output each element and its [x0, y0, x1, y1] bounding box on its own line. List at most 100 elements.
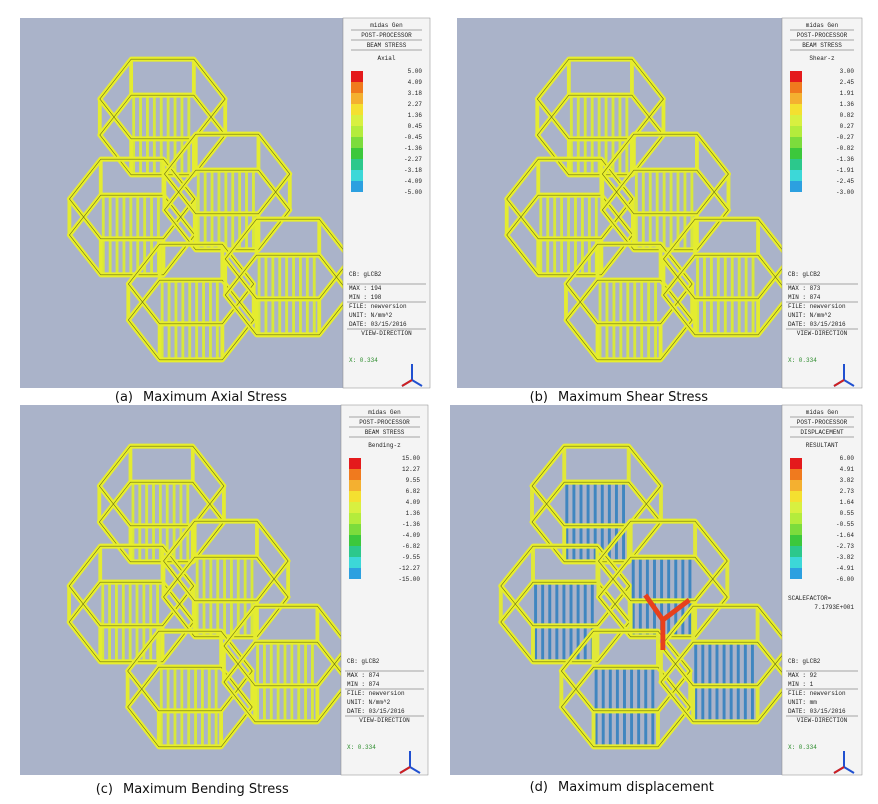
view-text: X: 0.334: [347, 744, 376, 751]
scale-label: -1.91: [836, 167, 854, 174]
scale-label: -2.45: [836, 178, 854, 185]
panel: midas Gen POST-PROCESSOR DISPLACEMENT RESUL…: [450, 404, 863, 776]
header-text: POST-PROCESSOR: [361, 32, 412, 39]
component-text: Axial: [377, 55, 395, 62]
info-text: DATE: 03/15/2016: [788, 708, 846, 715]
info-text: FILE: newversion: [788, 303, 846, 310]
info-text: DATE: 03/15/2016: [349, 321, 407, 328]
ring-edge: [224, 254, 351, 336]
ring-edge: [663, 218, 791, 300]
ring-edge: [127, 279, 255, 361]
color-swatch: [790, 115, 802, 126]
color-swatch: [351, 137, 363, 148]
scale-label: -3.82: [836, 554, 854, 561]
scale-factor: SCALEFACTOR=: [788, 595, 832, 602]
info-text: CB: gLCB2: [349, 271, 382, 278]
info-text: FILE: newversion: [788, 690, 846, 697]
ring-edge: [598, 520, 728, 602]
panel: midas Gen POST-PROCESSOR BEAM STRESS Shear-…: [457, 17, 863, 389]
legend-panel: midas Gen POST-PROCESSOR DISPLACEMENT RESUL…: [781, 404, 863, 776]
info-text: FILE: newversion: [347, 690, 405, 697]
component-text: Bending-z: [368, 442, 401, 449]
scale-label: -4.91: [836, 565, 854, 572]
info-text: UNIT: mm: [788, 699, 817, 706]
scale-label: -2.73: [836, 543, 854, 550]
view-text: X: 0.334: [788, 357, 817, 364]
header-text: BEAM STRESS: [365, 429, 405, 436]
scale-label: 1.64: [840, 499, 855, 506]
scale-label: 2.27: [408, 101, 423, 108]
info-text: DATE: 03/15/2016: [347, 708, 405, 715]
scale-label: 1.36: [408, 112, 423, 119]
color-swatch: [349, 557, 361, 568]
scale-label: 15.00: [402, 455, 420, 462]
structure: [66, 443, 351, 750]
color-swatch: [790, 535, 802, 546]
color-swatch: [790, 104, 802, 115]
scale-label: 4.09: [406, 499, 421, 506]
header-text: midas Gen: [370, 22, 403, 29]
scale-label: -0.55: [836, 521, 854, 528]
caption-label: (d): [530, 780, 548, 795]
info-text: VIEW-DIRECTION: [797, 330, 848, 337]
scale-label: -4.09: [404, 178, 422, 185]
color-swatch: [790, 170, 802, 181]
scale-label: 1.91: [840, 90, 855, 97]
scale-label: 4.09: [408, 79, 423, 86]
scale-factor: 7.1793E+001: [814, 604, 854, 611]
color-swatch: [351, 104, 363, 115]
info-text: MIN : 198: [349, 294, 382, 301]
info-text: UNIT: N/mm^2: [788, 312, 832, 319]
scale-label: 6.82: [406, 488, 421, 495]
scale-label: -0.27: [836, 134, 854, 141]
legend-panel: midas Gen POST-PROCESSOR BEAM STRESS Shear-…: [781, 17, 863, 389]
scale-label: 1.36: [406, 510, 421, 517]
scale-label: -3.18: [404, 167, 422, 174]
scale-label: -12.27: [398, 565, 420, 572]
color-swatch: [351, 148, 363, 159]
scale-label: 12.27: [402, 466, 420, 473]
header-text: POST-PROCESSOR: [797, 32, 848, 39]
ring-edge: [565, 279, 693, 361]
caption-label: (c): [96, 782, 113, 797]
scale-label: 0.82: [840, 112, 855, 119]
scale-label: 9.55: [406, 477, 421, 484]
scale-label: 0.55: [840, 510, 855, 517]
legend-panel: midas Gen POST-PROCESSOR BEAM STRESS Bendin…: [340, 404, 429, 776]
scale-label: 0.27: [840, 123, 855, 130]
axis-x: [833, 766, 845, 774]
color-swatch: [790, 137, 802, 148]
component-text: Shear-z: [809, 55, 835, 62]
info-text: DATE: 03/15/2016: [788, 321, 846, 328]
color-swatch: [351, 181, 363, 192]
structure: [504, 56, 793, 363]
color-swatch: [790, 524, 802, 535]
header-text: POST-PROCESSOR: [797, 419, 848, 426]
view-text: X: 0.334: [349, 357, 378, 364]
scale-label: 4.91: [840, 466, 855, 473]
info-text: CB: gLCB2: [788, 271, 821, 278]
info-text: CB: gLCB2: [347, 658, 380, 665]
color-swatch: [349, 480, 361, 491]
ring-edge: [601, 133, 729, 215]
info-text: FILE: newversion: [349, 303, 407, 310]
info-text: MAX : 873: [788, 285, 821, 292]
color-swatch: [349, 502, 361, 513]
caption: Maximum Bending Stress: [123, 782, 289, 797]
info-text: MIN : 874: [788, 294, 821, 301]
color-swatch: [790, 458, 802, 469]
color-swatch: [351, 159, 363, 170]
scale-label: -1.36: [836, 156, 854, 163]
scale-label: 3.18: [408, 90, 423, 97]
ring-edge: [565, 243, 693, 325]
caption-label: (b): [530, 390, 548, 405]
color-swatch: [790, 480, 802, 491]
scale-label: 3.82: [840, 477, 855, 484]
info-text: MIN : 1: [788, 681, 814, 688]
structure: [67, 56, 353, 363]
color-swatch: [790, 513, 802, 524]
info-text: MIN : 874: [347, 681, 380, 688]
header-text: POST-PROCESSOR: [359, 419, 410, 426]
caption: Maximum displacement: [558, 780, 714, 795]
